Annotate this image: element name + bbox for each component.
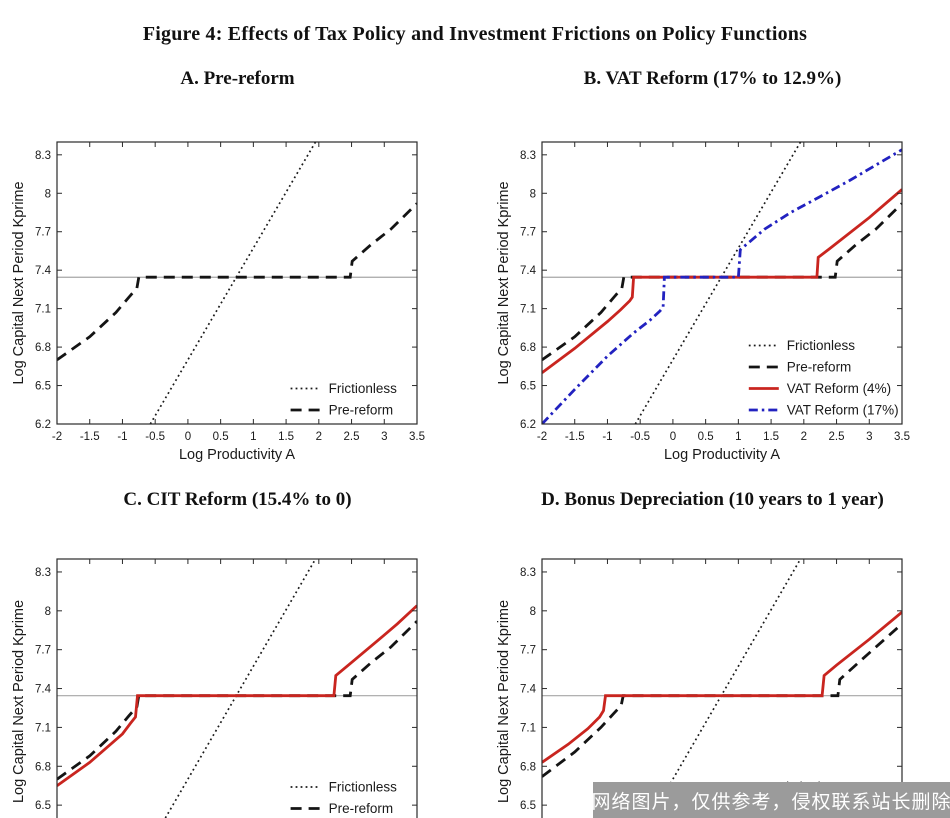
series-reform_blue: [541, 148, 903, 425]
x-axis-label: Log Productivity A: [664, 447, 780, 463]
panel-d: D. Bonus Depreciation (10 years to 1 yea…: [475, 464, 950, 818]
panel-a: A. Pre-reform -2 -1.5 -1 -0.5 0 0.5 1 1.5 2 2.5 3 3…: [0, 46, 475, 464]
chart-canvas-a: -2 -1.5 -1 -0.5 0 0.5 1 1.5 2 2.5 3 3.5 6.2 6.5 6.8 7.1…: [11, 140, 425, 463]
svg-text:-0.5: -0.5: [145, 431, 165, 443]
figure-title: Figure 4: Effects of Tax Policy and Inve…: [142, 23, 808, 45]
svg-text:2: 2: [316, 431, 322, 443]
legend-label: VAT Reform (17%): [787, 402, 899, 417]
svg-text:3: 3: [866, 431, 872, 443]
svg-text:-1: -1: [117, 431, 127, 443]
series-pre_reform: [56, 202, 418, 361]
svg-text:0: 0: [670, 431, 676, 443]
watermark-bar: 网络图片，仅供参考，侵权联系站长删除: [592, 782, 950, 818]
panel-grid: A. Pre-reform -2 -1.5 -1 -0.5 0 0.5 1 1.5 2 2.5 3 3…: [0, 46, 950, 818]
svg-text:8.3: 8.3: [520, 149, 536, 161]
svg-text:1.5: 1.5: [278, 431, 294, 443]
svg-text:7.4: 7.4: [520, 684, 537, 696]
series-reform_red: [541, 611, 903, 764]
svg-text:6.8: 6.8: [35, 761, 51, 773]
svg-text:6.2: 6.2: [520, 419, 536, 431]
svg-text:1: 1: [735, 431, 741, 443]
svg-text:7.4: 7.4: [35, 265, 52, 277]
chart-canvas-b: -2 -1.5 -1 -0.5 0 0.5 1 1.5 2 2.5 3 3.5 6.2 6.5 6.8 7.1…: [496, 140, 910, 463]
svg-text:7.1: 7.1: [35, 722, 51, 734]
svg-text:6.5: 6.5: [35, 380, 51, 392]
series-reform_red: [56, 604, 418, 787]
svg-text:7.7: 7.7: [520, 226, 536, 238]
svg-text:-1.5: -1.5: [565, 431, 585, 443]
svg-text:7.4: 7.4: [35, 684, 52, 696]
y-axis-label: Log Capital Next Period Kprime: [496, 181, 512, 384]
svg-text:3.5: 3.5: [894, 431, 910, 443]
series-pre_reform: [541, 622, 903, 778]
svg-text:2: 2: [801, 431, 807, 443]
svg-text:6.8: 6.8: [520, 342, 536, 354]
svg-text:7.7: 7.7: [520, 645, 536, 657]
svg-text:8: 8: [45, 188, 51, 200]
svg-text:-0.5: -0.5: [630, 431, 650, 443]
svg-text:-2: -2: [52, 431, 62, 443]
svg-text:7.1: 7.1: [520, 722, 536, 734]
svg-text:8: 8: [530, 188, 536, 200]
svg-text:7.7: 7.7: [35, 226, 51, 238]
series-reform_red: [541, 187, 903, 374]
svg-text:6.5: 6.5: [520, 380, 536, 392]
svg-text:7.1: 7.1: [520, 303, 536, 315]
legend-label: Pre-reform: [329, 801, 394, 816]
series-pre_reform: [56, 620, 418, 781]
svg-text:8.3: 8.3: [35, 567, 51, 579]
svg-text:7.4: 7.4: [520, 265, 537, 277]
y-axis-label: Log Capital Next Period Kprime: [11, 181, 27, 384]
series-frictionless: [634, 141, 802, 424]
panel-b-title: B. VAT Reform (17% to 12.9%): [583, 67, 842, 89]
svg-text:-1.5: -1.5: [80, 431, 100, 443]
series-pre_reform: [541, 202, 903, 361]
chart-canvas-c: -2-1.5-1-0.500.511.522.533.56.26.56.87.1…: [11, 558, 418, 818]
svg-text:8.3: 8.3: [35, 149, 51, 161]
svg-text:7.1: 7.1: [35, 303, 51, 315]
svg-text:0: 0: [185, 431, 191, 443]
chart-canvas-d: -2-1.5-1-0.500.511.522.533.56.26.56.87.1…: [496, 558, 903, 818]
legend-label: Frictionless: [787, 338, 856, 353]
panel-d-title: D. Bonus Depreciation (10 years to 1 yea…: [541, 489, 884, 511]
svg-text:6.2: 6.2: [35, 419, 51, 431]
svg-text:8.3: 8.3: [520, 567, 536, 579]
legend-label: Pre-reform: [329, 402, 394, 417]
svg-text:1: 1: [250, 431, 256, 443]
series-frictionless: [164, 558, 317, 818]
svg-text:3.5: 3.5: [409, 431, 425, 443]
svg-text:-1: -1: [602, 431, 612, 443]
svg-text:6.8: 6.8: [35, 342, 51, 354]
legend-label: Pre-reform: [787, 359, 852, 374]
svg-text:8: 8: [530, 606, 536, 618]
svg-text:7.7: 7.7: [35, 645, 51, 657]
svg-text:2.5: 2.5: [829, 431, 845, 443]
svg-text:0.5: 0.5: [213, 431, 229, 443]
svg-text:6.5: 6.5: [35, 800, 51, 812]
svg-text:8: 8: [45, 606, 51, 618]
y-axis-label: Log Capital Next Period Kprime: [11, 600, 27, 803]
svg-text:6.8: 6.8: [520, 761, 536, 773]
series-frictionless: [149, 141, 317, 424]
svg-text:-2: -2: [537, 431, 547, 443]
legend-label: VAT Reform (4%): [787, 381, 891, 396]
legend-label: Frictionless: [329, 381, 398, 396]
svg-text:2.5: 2.5: [344, 431, 360, 443]
panel-a-title: A. Pre-reform: [180, 67, 295, 89]
panel-b: B. VAT Reform (17% to 12.9%) -2 -1.5 -1 -0.…: [475, 46, 950, 464]
svg-text:0.5: 0.5: [698, 431, 714, 443]
y-axis-label: Log Capital Next Period Kprime: [496, 600, 512, 803]
svg-text:1.5: 1.5: [763, 431, 779, 443]
svg-text:3: 3: [381, 431, 387, 443]
legend-label: Frictionless: [329, 780, 398, 795]
x-axis-label: Log Productivity A: [179, 447, 295, 463]
svg-text:6.5: 6.5: [520, 800, 536, 812]
panel-c-title: C. CIT Reform (15.4% to 0): [123, 489, 352, 511]
panel-c: C. CIT Reform (15.4% to 0) -2-1.5-1-0.50…: [0, 464, 475, 818]
